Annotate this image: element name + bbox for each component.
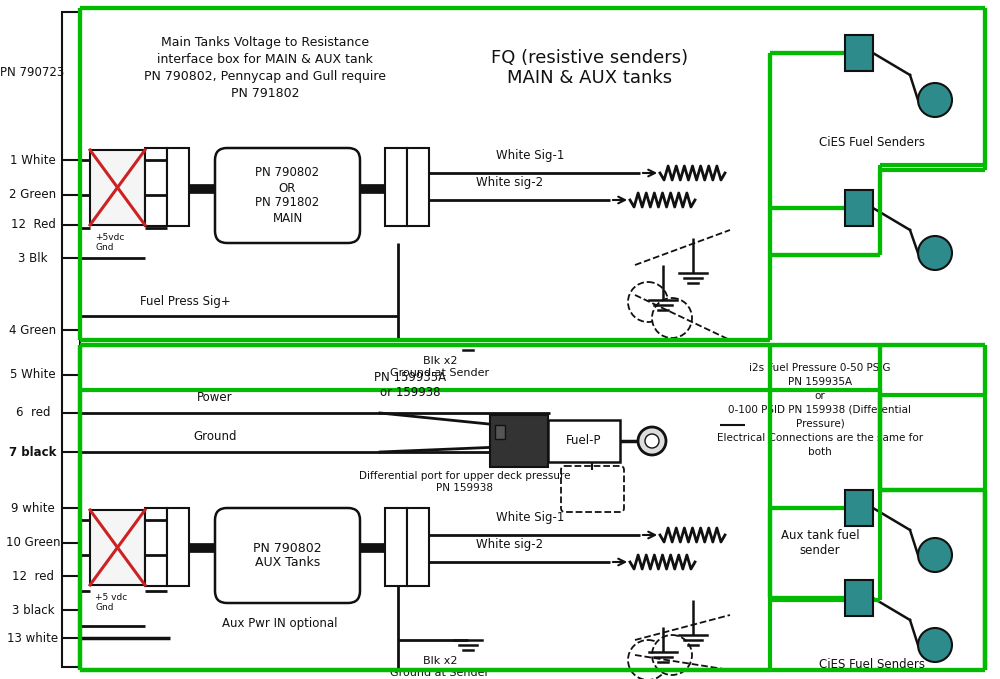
Bar xyxy=(145,508,167,586)
Text: +5 vdc
Gnd: +5 vdc Gnd xyxy=(95,593,127,612)
Text: Blk x2
Ground at Sender: Blk x2 Ground at Sender xyxy=(390,356,490,378)
Text: 10 Green: 10 Green xyxy=(6,536,60,549)
Circle shape xyxy=(918,628,952,662)
Circle shape xyxy=(918,83,952,117)
Text: 7 black: 7 black xyxy=(9,445,57,458)
Circle shape xyxy=(628,282,668,322)
Text: 9 white: 9 white xyxy=(11,502,55,515)
Bar xyxy=(845,190,873,226)
Circle shape xyxy=(628,640,668,679)
Circle shape xyxy=(638,427,666,455)
Bar xyxy=(407,148,429,226)
Bar xyxy=(845,580,873,616)
Text: FQ (resistive senders)
MAIN & AUX tanks: FQ (resistive senders) MAIN & AUX tanks xyxy=(491,49,689,88)
Text: 6  red: 6 red xyxy=(16,407,50,420)
Text: White Sig-1: White Sig-1 xyxy=(496,149,564,162)
Bar xyxy=(90,150,145,225)
Text: Power: Power xyxy=(197,391,233,404)
Text: White sig-2: White sig-2 xyxy=(476,176,544,189)
Text: PN 790802
OR
PN 791802
MAIN: PN 790802 OR PN 791802 MAIN xyxy=(255,166,320,225)
Bar xyxy=(490,415,548,467)
Bar xyxy=(845,35,873,71)
Circle shape xyxy=(652,635,692,675)
Text: i2s Fuel Pressure 0-50 PSIG
PN 159935A
or
0-100 PSID PN 159938 (Differential
Pre: i2s Fuel Pressure 0-50 PSIG PN 159935A o… xyxy=(717,363,923,457)
Text: Main Tanks Voltage to Resistance
interface box for MAIN & AUX tank
PN 790802, Pe: Main Tanks Voltage to Resistance interfa… xyxy=(144,36,386,100)
Text: 3 black: 3 black xyxy=(12,604,54,617)
Bar xyxy=(145,148,167,226)
Bar xyxy=(385,508,407,586)
FancyBboxPatch shape xyxy=(561,466,624,512)
Text: Differential port for upper deck pressure
PN 159938: Differential port for upper deck pressur… xyxy=(359,471,571,493)
Bar xyxy=(495,425,505,439)
Text: 12  red: 12 red xyxy=(12,570,54,583)
Circle shape xyxy=(918,236,952,270)
Circle shape xyxy=(918,538,952,572)
Text: 2 Green: 2 Green xyxy=(9,189,57,202)
Text: 4 Green: 4 Green xyxy=(9,323,57,337)
Circle shape xyxy=(645,434,659,448)
Text: Blk x2
Ground at Sender: Blk x2 Ground at Sender xyxy=(390,656,490,678)
Text: Aux tank fuel
sender: Aux tank fuel sender xyxy=(781,529,859,557)
Text: 13 white: 13 white xyxy=(7,631,59,644)
Text: Fuel-P: Fuel-P xyxy=(566,435,602,447)
Bar xyxy=(167,148,189,226)
Text: 5 White: 5 White xyxy=(10,369,56,382)
Bar xyxy=(407,508,429,586)
Circle shape xyxy=(652,298,692,338)
Bar xyxy=(385,148,407,226)
Text: CiES Fuel Senders: CiES Fuel Senders xyxy=(819,136,925,149)
Text: 1 White: 1 White xyxy=(10,153,56,166)
Bar xyxy=(548,420,620,462)
FancyBboxPatch shape xyxy=(215,148,360,243)
FancyBboxPatch shape xyxy=(215,508,360,603)
Bar xyxy=(62,12,80,667)
Text: White Sig-1: White Sig-1 xyxy=(496,511,564,524)
Text: PN 790723: PN 790723 xyxy=(0,65,64,79)
Text: Aux Pwr IN optional: Aux Pwr IN optional xyxy=(222,617,338,630)
Bar xyxy=(167,508,189,586)
Text: PN 790802
AUX Tanks: PN 790802 AUX Tanks xyxy=(253,541,322,570)
Text: 12  Red: 12 Red xyxy=(11,219,55,232)
Text: White sig-2: White sig-2 xyxy=(476,538,544,551)
Text: Ground: Ground xyxy=(193,430,237,443)
Text: +5vdc
Gnd: +5vdc Gnd xyxy=(95,233,124,253)
Text: PN 159935A
or 159938: PN 159935A or 159938 xyxy=(374,371,446,399)
Text: CiES Fuel Senders: CiES Fuel Senders xyxy=(819,659,925,672)
Text: 3 Blk: 3 Blk xyxy=(18,251,48,265)
Text: Fuel Press Sig+: Fuel Press Sig+ xyxy=(140,295,230,308)
Bar xyxy=(90,510,145,585)
Bar xyxy=(845,490,873,526)
